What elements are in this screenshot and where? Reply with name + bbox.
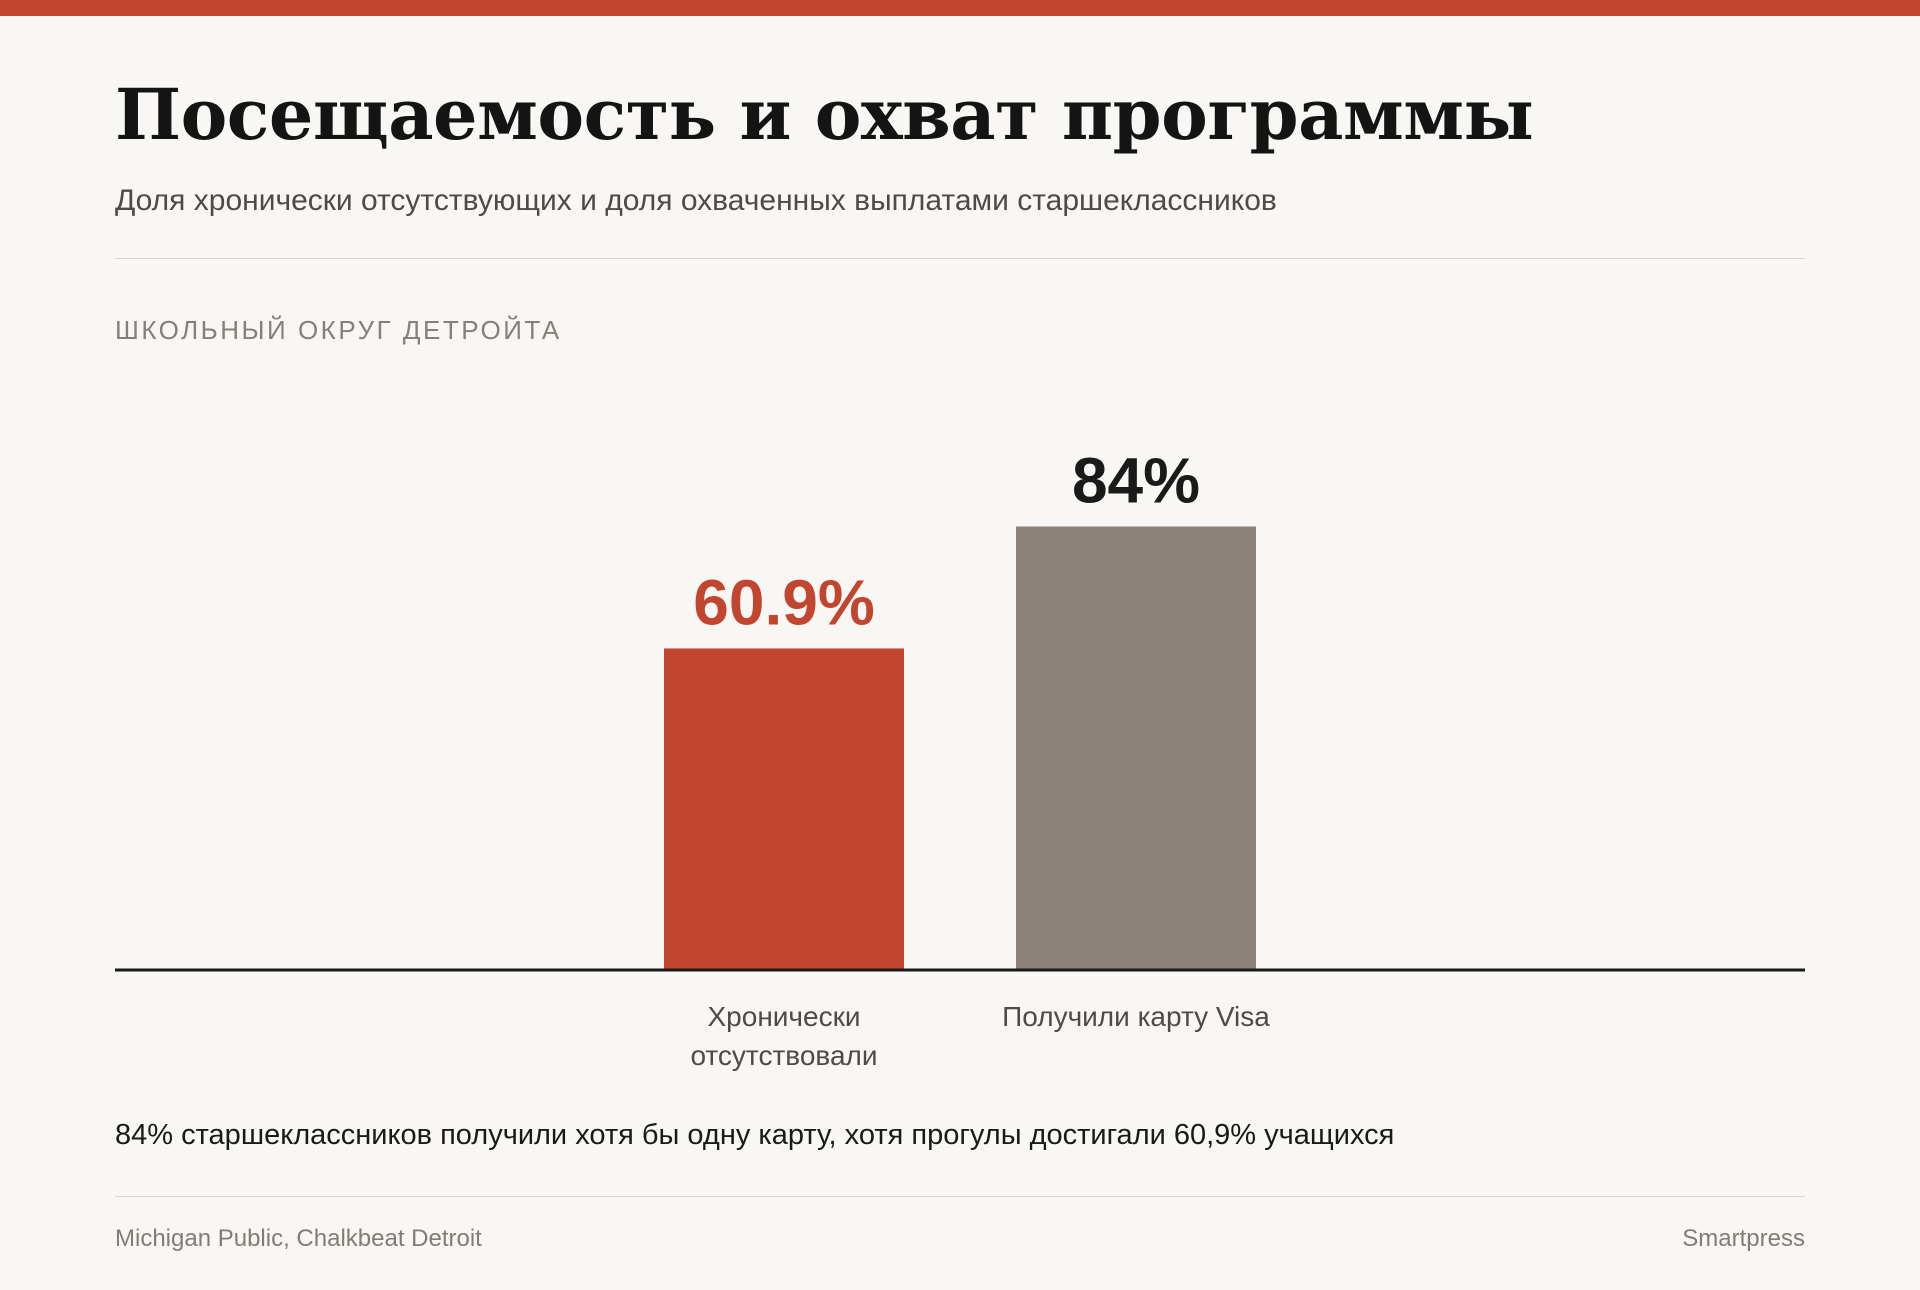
brand-credit: Smartpress <box>1682 1225 1805 1252</box>
top-accent-bar <box>0 0 1920 16</box>
header-divider <box>115 258 1805 259</box>
category-label: Получили карту Visa <box>1002 1001 1270 1032</box>
data-label: 60.9% <box>693 566 874 638</box>
category-label: Хронически <box>708 1001 861 1032</box>
data-label: 84% <box>1072 444 1200 516</box>
group-label: ШКОЛЬНЫЙ ОКРУГ ДЕТРОЙТА <box>115 315 562 345</box>
chart-subtitle: Доля хронически отсутствующих и доля охв… <box>115 184 1277 217</box>
bar <box>1016 526 1256 970</box>
footer-divider <box>115 1196 1805 1197</box>
source-credit: Michigan Public, Chalkbeat Detroit <box>115 1225 482 1252</box>
chart-title: Посещаемость и охват программы <box>115 73 1534 156</box>
chart-note: 84% старшеклассников получили хотя бы од… <box>115 1119 1395 1151</box>
bar-chart: 60.9% Хронически отсутствовали 84% Получили … <box>115 444 1805 1071</box>
category-label: отсутствовали <box>690 1040 877 1071</box>
bar <box>664 648 904 970</box>
